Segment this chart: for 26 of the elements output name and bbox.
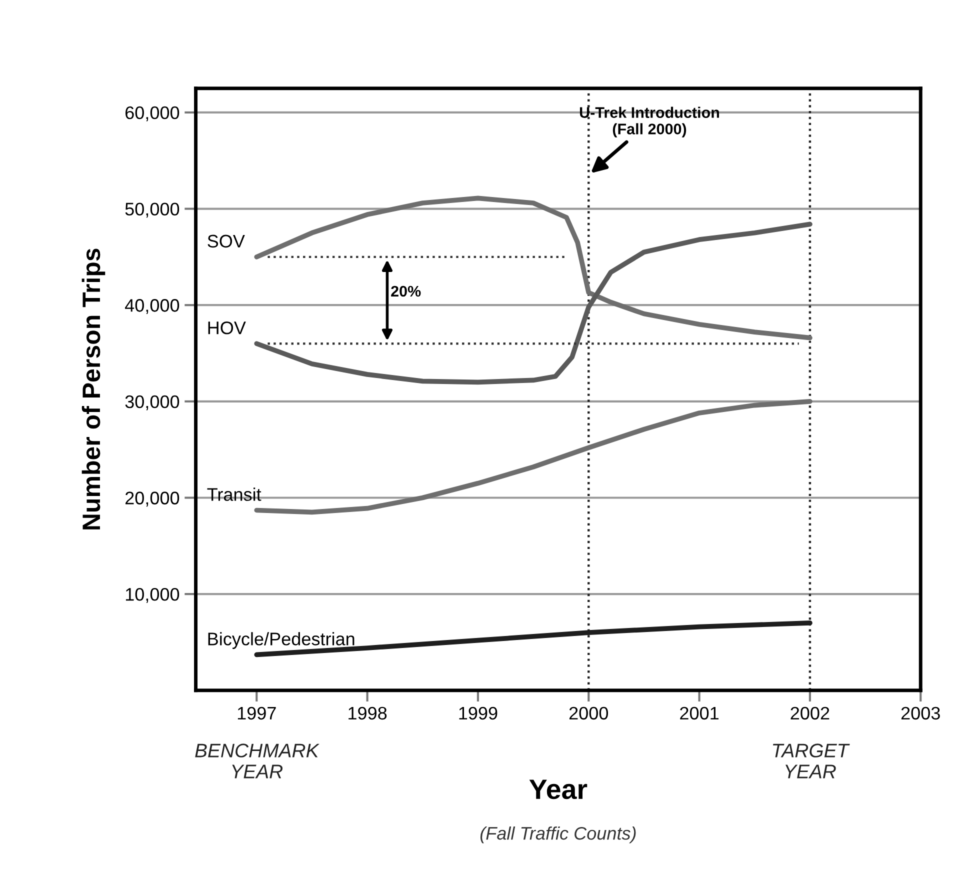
y-tick-label: 30,000 (125, 395, 180, 410)
y-tick-label: 40,000 (125, 299, 180, 314)
x-tick-label: 2003 (901, 706, 940, 720)
x-tick-label: 2002 (790, 706, 830, 720)
line-series (254, 196, 812, 340)
series-label: SOV (208, 234, 245, 248)
series-label: HOV (208, 321, 246, 334)
x-tick-label: 2000 (569, 706, 608, 720)
x-tick-label: 1998 (348, 706, 387, 720)
text: (Fall Traffic Counts) (480, 826, 636, 844)
y-tick-label: 60,000 (126, 106, 180, 122)
y-tick-label: 50,000 (125, 202, 180, 218)
annotation: 20% (391, 286, 421, 297)
x-tick-label: 2001 (680, 706, 718, 720)
x-tick-label: 1999 (459, 706, 498, 720)
text: TARGET YEAR (772, 744, 850, 778)
annotation: U-Trek Introduction (Fall 2000) (580, 106, 719, 138)
x-axis-title: Year (529, 780, 588, 800)
legend-label: Transit (207, 488, 262, 501)
x-tick-label: 1997 (238, 706, 276, 720)
y-axis-title: Number of Person Trips (82, 248, 106, 530)
y-tick-label: 20,000 (125, 492, 180, 507)
y-tick-label: 10,000 (126, 588, 180, 603)
series-label: Bicycle/Pedestrian (208, 632, 354, 649)
line-series (254, 222, 812, 385)
text: BENCHMARK YEAR (195, 744, 320, 778)
